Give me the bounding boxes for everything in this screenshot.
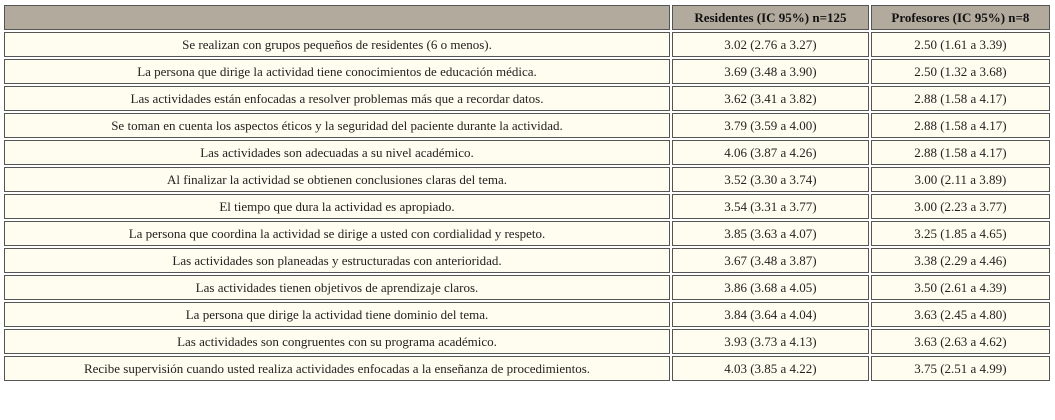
table-row: Las actividades tienen objetivos de apre… <box>4 275 1050 300</box>
value-cell: 4.06 (3.87 a 4.26) <box>672 140 869 165</box>
table-row: Las actividades son congruentes con su p… <box>4 329 1050 354</box>
value-cell: 3.79 (3.59 a 4.00) <box>672 113 869 138</box>
value-cell: 3.84 (3.64 a 4.04) <box>672 302 869 327</box>
value-cell: 3.00 (2.23 a 3.77) <box>870 194 1050 219</box>
value-cell: 3.93 (3.73 a 4.13) <box>672 329 869 354</box>
value-cell: 3.69 (3.48 a 3.90) <box>672 59 869 84</box>
value-cell: 3.62 (3.41 a 3.82) <box>672 86 869 111</box>
item-cell: Recibe supervisión cuando usted realiza … <box>4 356 670 381</box>
value-cell: 4.03 (3.85 a 4.22) <box>672 356 869 381</box>
value-cell: 3.25 (1.85 a 4.65) <box>870 221 1050 246</box>
header-cell <box>4 5 670 30</box>
table-row: Recibe supervisión cuando usted realiza … <box>4 356 1050 381</box>
value-cell: 3.00 (2.11 a 3.89) <box>870 167 1050 192</box>
header-cell: Residentes (IC 95%) n=125 <box>672 5 869 30</box>
item-cell: El tiempo que dura la actividad es aprop… <box>4 194 670 219</box>
table-row: Las actividades son planeadas y estructu… <box>4 248 1050 273</box>
value-cell: 2.50 (1.32 a 3.68) <box>870 59 1050 84</box>
value-cell: 3.02 (2.76 a 3.27) <box>672 32 869 57</box>
item-cell: Las actividades son planeadas y estructu… <box>4 248 670 273</box>
table-row: Las actividades son adecuadas a su nivel… <box>4 140 1050 165</box>
table-row: Se toman en cuenta los aspectos éticos y… <box>4 113 1050 138</box>
table-row: La persona que dirige la actividad tiene… <box>4 302 1050 327</box>
item-cell: Las actividades tienen objetivos de apre… <box>4 275 670 300</box>
item-cell: Al finalizar la actividad se obtienen co… <box>4 167 670 192</box>
value-cell: 3.75 (2.51 a 4.99) <box>870 356 1050 381</box>
table-row: El tiempo que dura la actividad es aprop… <box>4 194 1050 219</box>
item-cell: Las actividades están enfocadas a resolv… <box>4 86 670 111</box>
value-cell: 3.50 (2.61 a 4.39) <box>870 275 1050 300</box>
item-cell: Las actividades son adecuadas a su nivel… <box>4 140 670 165</box>
table-row: Se realizan con grupos pequeños de resid… <box>4 32 1050 57</box>
value-cell: 3.63 (2.63 a 4.62) <box>870 329 1050 354</box>
item-cell: Se toman en cuenta los aspectos éticos y… <box>4 113 670 138</box>
table-row: La persona que coordina la actividad se … <box>4 221 1050 246</box>
item-cell: Las actividades son congruentes con su p… <box>4 329 670 354</box>
header-row: Residentes (IC 95%) n=125 Profesores (IC… <box>4 5 1050 30</box>
value-cell: 3.54 (3.31 a 3.77) <box>672 194 869 219</box>
header-cell: Profesores (IC 95%) n=8 <box>870 5 1050 30</box>
value-cell: 2.88 (1.58 a 4.17) <box>870 86 1050 111</box>
item-cell: La persona que dirige la actividad tiene… <box>4 59 670 84</box>
value-cell: 3.52 (3.30 a 3.74) <box>672 167 869 192</box>
value-cell: 2.88 (1.58 a 4.17) <box>870 113 1050 138</box>
table-body: Se realizan con grupos pequeños de resid… <box>4 32 1050 381</box>
value-cell: 2.50 (1.61 a 3.39) <box>870 32 1050 57</box>
table-row: La persona que dirige la actividad tiene… <box>4 59 1050 84</box>
table-row: Al finalizar la actividad se obtienen co… <box>4 167 1050 192</box>
value-cell: 3.38 (2.29 a 4.46) <box>870 248 1050 273</box>
item-cell: La persona que coordina la actividad se … <box>4 221 670 246</box>
table-head: Residentes (IC 95%) n=125 Profesores (IC… <box>4 5 1050 30</box>
data-table: Residentes (IC 95%) n=125 Profesores (IC… <box>2 3 1052 383</box>
value-cell: 3.86 (3.68 a 4.05) <box>672 275 869 300</box>
value-cell: 3.85 (3.63 a 4.07) <box>672 221 869 246</box>
value-cell: 3.63 (2.45 a 4.80) <box>870 302 1050 327</box>
item-cell: Se realizan con grupos pequeños de resid… <box>4 32 670 57</box>
value-cell: 3.67 (3.48 a 3.87) <box>672 248 869 273</box>
table-row: Las actividades están enfocadas a resolv… <box>4 86 1050 111</box>
item-cell: La persona que dirige la actividad tiene… <box>4 302 670 327</box>
value-cell: 2.88 (1.58 a 4.17) <box>870 140 1050 165</box>
